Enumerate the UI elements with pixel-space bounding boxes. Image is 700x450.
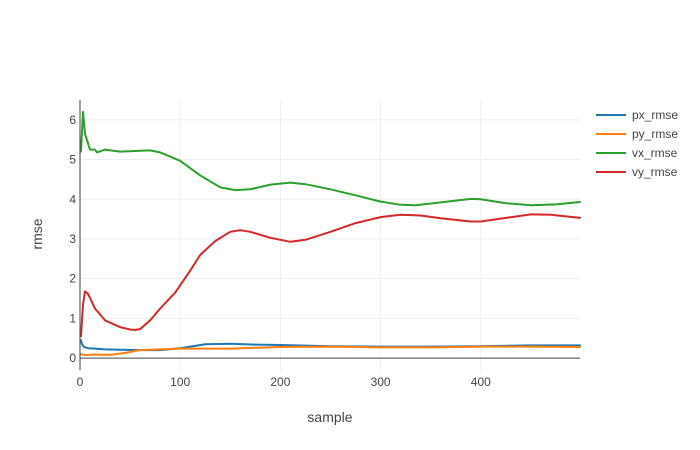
y-axis-title: rmse xyxy=(29,218,45,249)
x-tick-label: 100 xyxy=(170,375,190,389)
y-tick-label: 3 xyxy=(69,232,76,246)
x-tick-label: 0 xyxy=(77,375,84,389)
legend-label: vy_rmse xyxy=(632,165,678,179)
y-tick-label: 4 xyxy=(69,192,76,206)
legend-label: py_rmse xyxy=(632,127,678,141)
x-tick-label: 300 xyxy=(371,375,391,389)
series-line-vx-rmse xyxy=(80,110,581,207)
series-lines xyxy=(80,110,581,356)
series-line-py-rmse xyxy=(80,345,581,356)
gridlines xyxy=(80,100,580,370)
axes xyxy=(79,100,580,370)
series-line-vy-rmse xyxy=(80,213,581,338)
x-axis-title: sample xyxy=(307,409,352,425)
y-tick-label: 2 xyxy=(69,272,76,286)
y-tick-label: 0 xyxy=(69,351,76,365)
y-tick-label: 5 xyxy=(69,153,76,167)
legend: px_rmse py_rmse vx_rmse vy_rmse xyxy=(596,108,678,179)
legend-label: px_rmse xyxy=(632,108,678,122)
tick-labels: 0 1 2 3 4 5 6 0 100 200 300 400 xyxy=(69,113,491,389)
x-tick-label: 200 xyxy=(270,375,290,389)
x-tick-label: 400 xyxy=(471,375,491,389)
legend-label: vx_rmse xyxy=(632,146,678,160)
y-tick-label: 1 xyxy=(69,311,76,325)
y-tick-label: 6 xyxy=(69,113,76,127)
